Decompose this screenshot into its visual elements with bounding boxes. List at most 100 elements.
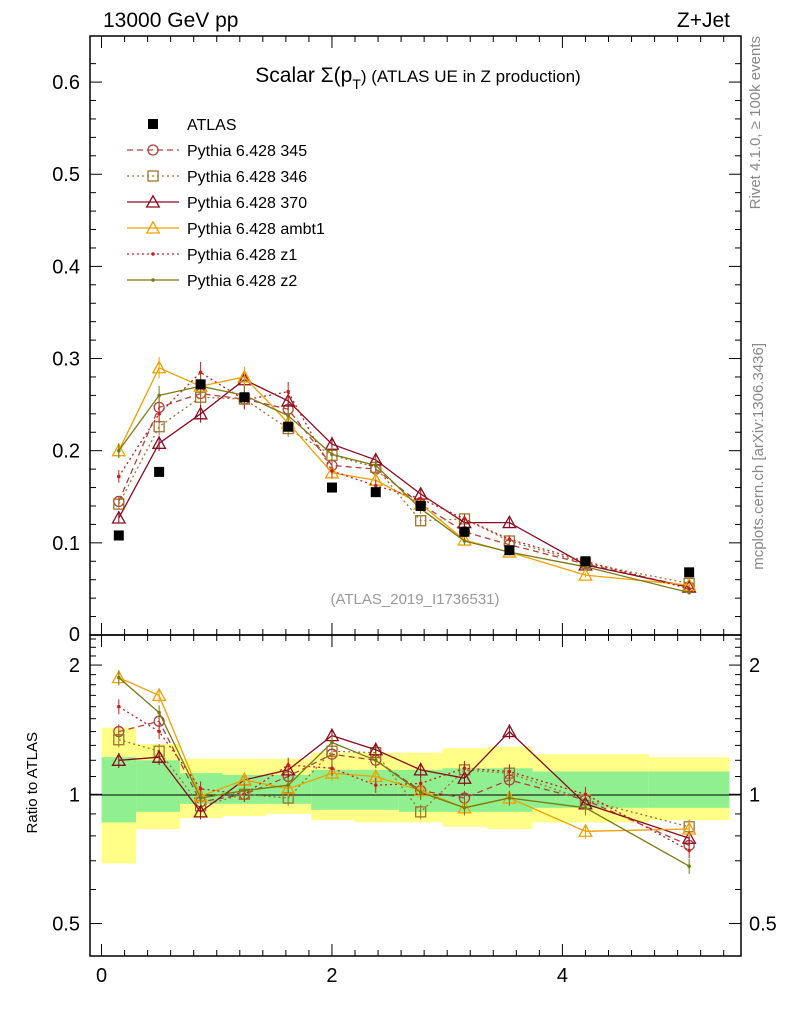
x-tick-label: 0 bbox=[96, 965, 107, 987]
ratio-panel: 0.5 1 2 0.5 1 2 0 2 4 Ratio to ATLAS bbox=[24, 634, 777, 987]
title-tail: ) (ATLAS UE in Z production) bbox=[361, 67, 581, 86]
data-point-marker bbox=[326, 482, 337, 493]
data-point-marker bbox=[580, 556, 591, 567]
series-line bbox=[118, 392, 690, 588]
data-point-marker bbox=[681, 821, 697, 835]
data-point-marker bbox=[280, 781, 296, 795]
data-point-marker bbox=[280, 393, 296, 407]
y-tick-label: 0.4 bbox=[52, 256, 80, 278]
data-point-marker bbox=[286, 783, 290, 787]
data-point-marker bbox=[684, 567, 695, 578]
uncertainty-band-green bbox=[136, 760, 180, 812]
ratio-y-tick-label-right: 0.5 bbox=[749, 913, 777, 935]
data-point-marker bbox=[507, 769, 512, 774]
data-point-marker bbox=[462, 539, 467, 543]
ratio-series bbox=[111, 670, 697, 874]
data-point-marker bbox=[459, 526, 470, 537]
data-point-marker bbox=[324, 765, 340, 779]
ratio-ticks bbox=[90, 635, 741, 956]
data-point-marker bbox=[370, 487, 381, 498]
series-z2 bbox=[117, 376, 691, 595]
data-point-marker bbox=[195, 379, 206, 390]
data-point-marker bbox=[418, 496, 423, 501]
data-point-marker bbox=[157, 729, 161, 734]
legend-item: Pythia 6.428 370 bbox=[127, 194, 307, 212]
main-tick-labels: 0.1 0.2 0.3 0.4 0.5 0.6 0 bbox=[52, 72, 80, 646]
data-point-marker bbox=[117, 448, 121, 453]
data-point-marker bbox=[330, 740, 334, 745]
data-point-marker bbox=[157, 710, 161, 715]
data-point-marker bbox=[117, 675, 121, 680]
legend-label: Pythia 6.428 z2 bbox=[187, 273, 297, 290]
main-panel: 0.1 0.2 0.3 0.4 0.5 0.6 0 Scalar Σ(pT) (… bbox=[52, 35, 742, 646]
legend-item: Pythia 6.428 z2 bbox=[127, 273, 297, 290]
uncertainty-band-green bbox=[101, 757, 137, 823]
uncertainty-band-green bbox=[311, 769, 356, 810]
data-point-marker bbox=[457, 770, 472, 784]
data-point-marker bbox=[462, 766, 467, 771]
data-point-marker bbox=[117, 704, 121, 709]
y-zero-label: 0 bbox=[69, 624, 80, 646]
series-line bbox=[118, 378, 690, 588]
y-tick-label: 0.3 bbox=[52, 349, 80, 371]
data-point-marker bbox=[330, 766, 334, 771]
x-tick-labels: 0 2 4 bbox=[96, 965, 568, 987]
data-point-marker bbox=[283, 421, 294, 432]
process-label: Z+Jet bbox=[677, 9, 730, 32]
series-p370 bbox=[111, 369, 697, 593]
data-point-marker bbox=[373, 483, 378, 488]
series-line bbox=[118, 730, 690, 839]
x-tick-label: 2 bbox=[326, 965, 337, 987]
data-point-marker bbox=[157, 412, 161, 416]
data-point-marker bbox=[578, 823, 593, 837]
data-point-marker bbox=[373, 783, 378, 787]
data-point-marker bbox=[502, 514, 517, 529]
data-point-marker bbox=[324, 465, 340, 479]
data-point-marker bbox=[418, 790, 423, 795]
data-point-marker bbox=[507, 537, 512, 541]
data-point-marker bbox=[415, 515, 427, 527]
series-atlas bbox=[113, 379, 695, 578]
data-point-marker bbox=[413, 762, 429, 776]
data-point-marker bbox=[117, 474, 121, 479]
y-tick-label: 0.6 bbox=[52, 72, 80, 94]
series-z2 bbox=[117, 670, 691, 874]
data-point-marker bbox=[151, 252, 155, 256]
data-point-marker bbox=[113, 498, 125, 510]
rivet-side-label: Rivet 4.1.0, ≥ 100k events bbox=[747, 36, 764, 209]
data-point-marker bbox=[330, 469, 334, 473]
watermark: (ATLAS_2019_I1736531) bbox=[330, 591, 499, 608]
data-point-marker bbox=[578, 567, 593, 581]
data-point-marker bbox=[418, 781, 423, 786]
data-point-marker bbox=[198, 786, 203, 791]
y-tick-label: 0.1 bbox=[52, 533, 80, 555]
data-point-marker bbox=[239, 392, 250, 403]
data-point-marker bbox=[113, 530, 124, 541]
ratio-y-tick-label-right: 2 bbox=[749, 655, 760, 677]
data-point-marker bbox=[502, 723, 517, 738]
legend-label: Pythia 6.428 z1 bbox=[187, 247, 297, 264]
legend-label: Pythia 6.428 345 bbox=[187, 143, 307, 160]
data-point-marker bbox=[286, 389, 290, 394]
x-tick-label: 4 bbox=[557, 965, 568, 987]
data-point-marker bbox=[687, 864, 691, 868]
data-point-marker bbox=[147, 144, 159, 156]
data-point-marker bbox=[148, 119, 158, 129]
data-point-marker bbox=[286, 763, 290, 767]
data-point-marker bbox=[687, 587, 691, 591]
legend-label: Pythia 6.428 370 bbox=[187, 195, 307, 212]
data-point-marker bbox=[111, 752, 127, 766]
main-ticks bbox=[90, 36, 741, 636]
data-point-marker bbox=[154, 466, 165, 477]
energy-label: 13000 GeV pp bbox=[103, 9, 238, 32]
ratio-frame bbox=[89, 634, 742, 957]
ratio-y-tick-label: 2 bbox=[69, 655, 80, 677]
series-line bbox=[118, 720, 690, 846]
data-point-marker bbox=[193, 804, 208, 818]
data-point-marker bbox=[286, 413, 290, 418]
data-point-marker bbox=[151, 435, 167, 449]
data-point-marker bbox=[198, 796, 203, 800]
data-point-marker bbox=[462, 806, 467, 810]
data-point-marker bbox=[415, 500, 426, 511]
title-main: Scalar Σ(p bbox=[255, 64, 352, 87]
